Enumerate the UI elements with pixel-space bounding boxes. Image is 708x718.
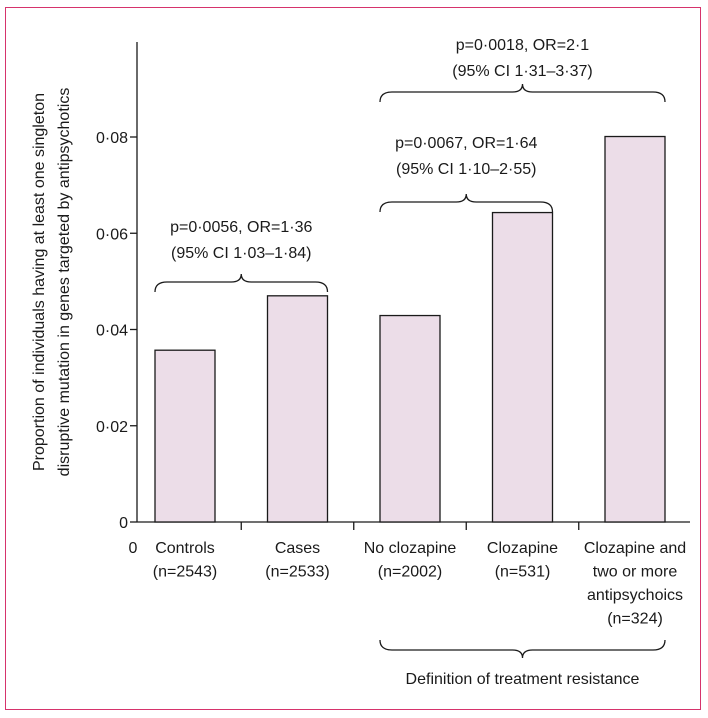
significance-label: (95% CI 1·31–3·37) <box>452 63 593 80</box>
y-axis-label: disruptive mutation in genes targeted by… <box>56 88 73 477</box>
significance-brace <box>154 273 329 293</box>
significance-brace <box>379 193 554 213</box>
y-tick-label: 0 <box>119 515 128 532</box>
significance-brace <box>379 83 666 103</box>
category-label: Controls <box>155 540 215 557</box>
significance-label: (95% CI 1·10–2·55) <box>396 161 537 178</box>
group-label: Definition of treatment resistance <box>406 671 640 688</box>
category-label: (n=324) <box>607 611 663 628</box>
figure-frame <box>5 7 701 710</box>
category-label: Clozapine and <box>584 540 686 557</box>
significance-label: p=0·0018, OR=2·1 <box>456 37 590 54</box>
category-label: Clozapine <box>487 540 558 557</box>
category-label: No clozapine <box>364 540 457 557</box>
significance-label: (95% CI 1·03–1·84) <box>171 245 312 262</box>
x-origin-label: 0 <box>129 540 138 557</box>
category-label: Cases <box>275 540 320 557</box>
category-label: (n=2002) <box>378 564 443 581</box>
bar-3 <box>491 211 554 523</box>
category-label: two or more <box>593 564 678 581</box>
y-axis-label: Proportion of individuals having at leas… <box>31 93 48 471</box>
y-tick-label: 0·02 <box>96 419 128 436</box>
bar-0 <box>154 349 216 523</box>
significance-label: p=0·0056, OR=1·36 <box>170 219 312 236</box>
significance-label: p=0·0067, OR=1·64 <box>395 135 537 152</box>
category-label: (n=2543) <box>153 564 218 581</box>
group-brace <box>379 639 666 659</box>
category-label: (n=531) <box>495 564 551 581</box>
y-tick-label: 0·06 <box>96 226 128 243</box>
bar-2 <box>379 314 441 523</box>
y-tick-label: 0·04 <box>96 323 128 340</box>
y-tick-label: 0·08 <box>96 130 128 147</box>
category-label: antipsychoics <box>587 587 683 604</box>
bar-4 <box>604 135 666 523</box>
bar-1 <box>266 295 329 523</box>
category-label: (n=2533) <box>265 564 330 581</box>
